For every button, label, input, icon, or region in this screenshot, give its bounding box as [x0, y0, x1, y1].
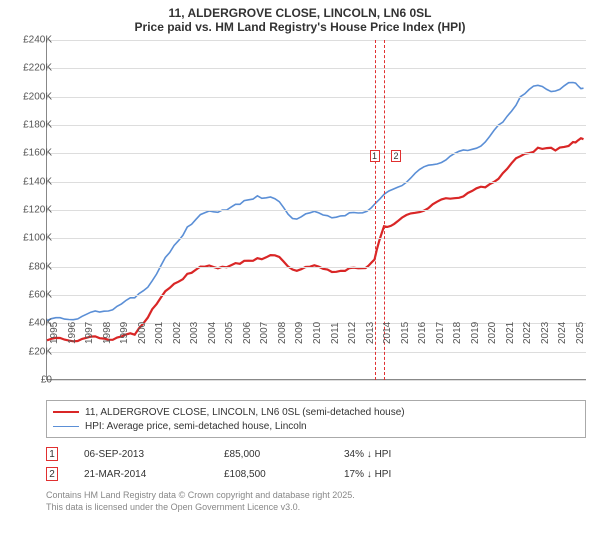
- event-num-box: 1: [46, 447, 58, 461]
- title-block: 11, ALDERGROVE CLOSE, LINCOLN, LN6 0SL P…: [0, 0, 600, 36]
- chart-subtitle: Price paid vs. HM Land Registry's House …: [0, 20, 600, 34]
- copyright-line2: This data is licensed under the Open Gov…: [46, 502, 355, 514]
- x-axis-label: 1995: [49, 322, 60, 344]
- gridline-h: [47, 40, 586, 41]
- x-axis-label: 1996: [67, 322, 78, 344]
- x-axis-label: 2010: [312, 322, 323, 344]
- series-hpi: [47, 83, 584, 321]
- x-axis-label: 2022: [522, 322, 533, 344]
- copyright-notice: Contains HM Land Registry data © Crown c…: [46, 490, 355, 513]
- y-axis-label: £20K: [29, 346, 52, 357]
- x-axis-label: 2013: [365, 322, 376, 344]
- event-marker-box: 2: [391, 150, 401, 162]
- event-price: £85,000: [224, 449, 344, 460]
- x-axis-label: 2001: [154, 322, 165, 344]
- y-axis-label: £200K: [23, 91, 52, 102]
- chart-container: 11, ALDERGROVE CLOSE, LINCOLN, LN6 0SL P…: [0, 0, 600, 560]
- x-axis-label: 2016: [417, 322, 428, 344]
- y-axis-label: £100K: [23, 233, 52, 244]
- y-axis-label: £120K: [23, 205, 52, 216]
- gridline-h: [47, 68, 586, 69]
- x-axis-label: 2020: [487, 322, 498, 344]
- event-marker-box: 1: [370, 150, 380, 162]
- x-axis-label: 2014: [382, 322, 393, 344]
- x-axis-label: 2015: [400, 322, 411, 344]
- x-axis-label: 2007: [259, 322, 270, 344]
- event-date: 21-MAR-2014: [84, 469, 224, 480]
- legend-label: 11, ALDERGROVE CLOSE, LINCOLN, LN6 0SL (…: [85, 407, 405, 418]
- x-axis-label: 1997: [84, 322, 95, 344]
- event-row: 1 06-SEP-2013£85,00034% ↓ HPI: [46, 444, 464, 464]
- y-axis-label: £0: [41, 375, 52, 386]
- event-diff: 17% ↓ HPI: [344, 469, 464, 480]
- y-axis-label: £180K: [23, 120, 52, 131]
- y-axis-label: £220K: [23, 63, 52, 74]
- event-price: £108,500: [224, 469, 344, 480]
- copyright-line1: Contains HM Land Registry data © Crown c…: [46, 490, 355, 502]
- x-axis-label: 2024: [557, 322, 568, 344]
- x-axis-label: 2000: [137, 322, 148, 344]
- event-row: 2 21-MAR-2014£108,50017% ↓ HPI: [46, 464, 464, 484]
- gridline-h: [47, 295, 586, 296]
- x-axis-label: 2017: [435, 322, 446, 344]
- y-axis-label: £140K: [23, 176, 52, 187]
- x-axis-label: 2002: [172, 322, 183, 344]
- chart-legend: 11, ALDERGROVE CLOSE, LINCOLN, LN6 0SL (…: [46, 400, 586, 438]
- x-axis-label: 2018: [452, 322, 463, 344]
- gridline-h: [47, 182, 586, 183]
- legend-row: HPI: Average price, semi-detached house,…: [53, 419, 579, 433]
- gridline-h: [47, 267, 586, 268]
- x-axis-label: 2008: [277, 322, 288, 344]
- x-axis-label: 2004: [207, 322, 218, 344]
- gridline-h: [47, 238, 586, 239]
- gridline-h: [47, 210, 586, 211]
- x-axis-label: 2006: [242, 322, 253, 344]
- x-axis-label: 2009: [294, 322, 305, 344]
- gridline-h: [47, 153, 586, 154]
- chart-title: 11, ALDERGROVE CLOSE, LINCOLN, LN6 0SL: [0, 6, 600, 20]
- gridline-h: [47, 380, 586, 381]
- x-axis-label: 2019: [470, 322, 481, 344]
- event-diff: 34% ↓ HPI: [344, 449, 464, 460]
- legend-swatch: [53, 411, 79, 413]
- x-axis-label: 2021: [505, 322, 516, 344]
- x-axis-label: 2023: [540, 322, 551, 344]
- event-num-box: 2: [46, 467, 58, 481]
- x-axis-label: 2005: [224, 322, 235, 344]
- legend-row: 11, ALDERGROVE CLOSE, LINCOLN, LN6 0SL (…: [53, 405, 579, 419]
- y-axis-label: £160K: [23, 148, 52, 159]
- x-axis-label: 2011: [330, 322, 341, 344]
- x-axis-label: 1999: [119, 322, 130, 344]
- x-axis-label: 1998: [102, 322, 113, 344]
- y-axis-label: £60K: [29, 290, 52, 301]
- legend-label: HPI: Average price, semi-detached house,…: [85, 421, 307, 432]
- legend-swatch: [53, 426, 79, 427]
- x-axis-label: 2003: [189, 322, 200, 344]
- gridline-h: [47, 125, 586, 126]
- series-price_paid: [47, 138, 584, 341]
- x-axis-label: 2025: [575, 322, 586, 344]
- y-axis-label: £80K: [29, 261, 52, 272]
- gridline-h: [47, 97, 586, 98]
- x-axis-label: 2012: [347, 322, 358, 344]
- event-table: 1 06-SEP-2013£85,00034% ↓ HPI 2 21-MAR-2014…: [46, 444, 464, 484]
- event-date: 06-SEP-2013: [84, 449, 224, 460]
- gridline-h: [47, 352, 586, 353]
- y-axis-label: £240K: [23, 35, 52, 46]
